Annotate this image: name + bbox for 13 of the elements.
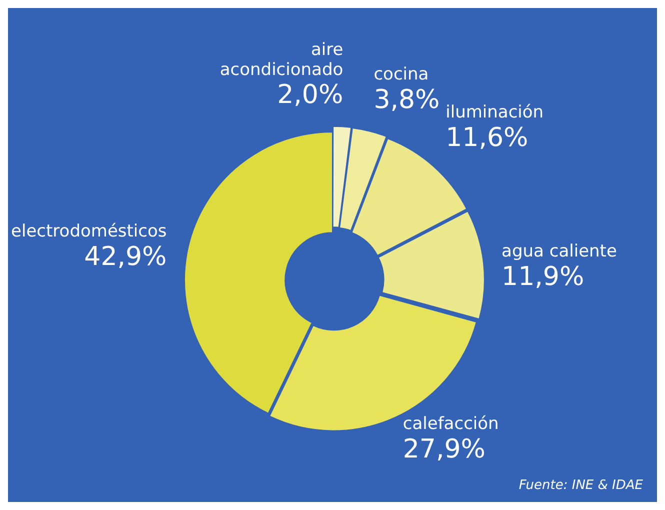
data-label: 27,9% xyxy=(402,434,486,464)
slice-label: iluminación xyxy=(446,102,544,123)
slice-label: agua caliente xyxy=(502,242,617,262)
slice-label: cocina xyxy=(374,64,429,84)
data-label: 3,8% xyxy=(374,84,440,115)
data-label: 11,6% xyxy=(446,122,528,153)
data-label: 2,0% xyxy=(277,80,344,110)
slice-label: calefacción xyxy=(402,414,499,434)
slice-label: electrodomésticos xyxy=(11,222,167,242)
data-label: 42,9% xyxy=(84,242,167,272)
data-label: 11,9% xyxy=(502,262,584,292)
slice-label: aire acondicionado xyxy=(220,40,344,80)
source-note: Fuente: INE & IDAE xyxy=(518,478,644,493)
